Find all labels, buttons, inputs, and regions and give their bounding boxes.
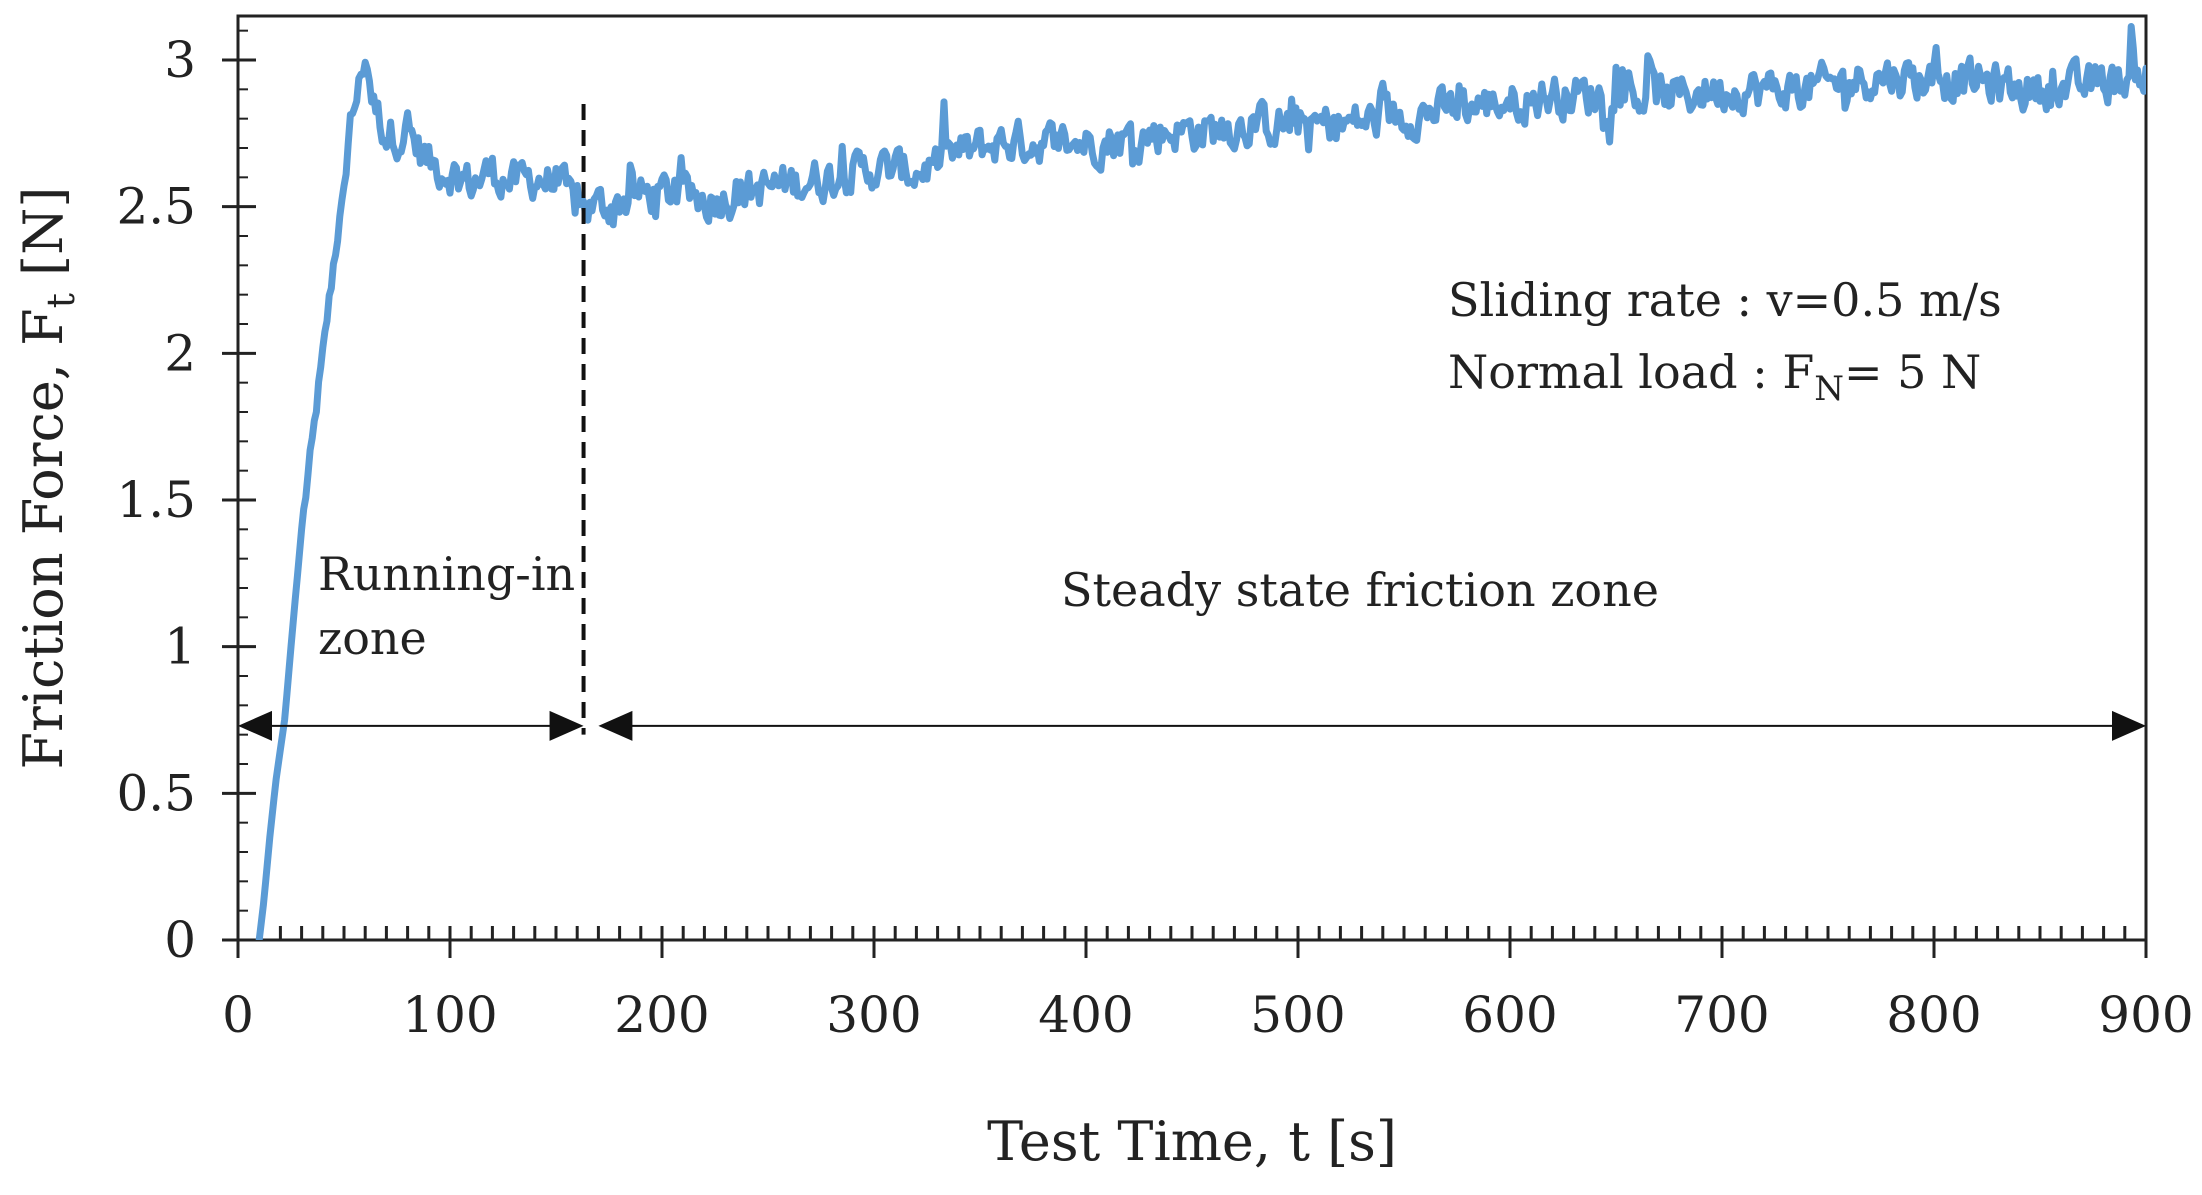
x-tick-label: 0: [222, 986, 254, 1044]
running-in-arrow-right-head: [549, 710, 584, 741]
y-tick-labels: 0 0.5 1 1.5 2 2.5 3: [116, 31, 196, 969]
normal-load-prefix: Normal load : F: [1448, 345, 1814, 399]
y-tick-label: 2: [164, 324, 196, 382]
y-tick-label: 1: [164, 618, 196, 676]
steady-zone-arrow: [598, 710, 2146, 741]
x-tick-label: 700: [1674, 986, 1769, 1044]
x-tick-label: 800: [1886, 986, 1981, 1044]
y-tick-label: 2.5: [116, 178, 196, 236]
y-tick-label: 0.5: [116, 764, 196, 822]
running-in-zone-arrow: [238, 710, 584, 741]
x-tick-label: 500: [1250, 986, 1345, 1044]
y-axis-title-subscript: t: [39, 293, 83, 308]
y-tick-label: 3: [164, 31, 196, 89]
y-axis-title-main: Friction Force, F: [12, 308, 75, 769]
friction-force-line: [255, 23, 2146, 940]
x-tick-label: 600: [1462, 986, 1557, 1044]
plot-frame: [236, 14, 2148, 942]
steady-state-zone-label: Steady state friction zone: [1061, 563, 1659, 617]
x-tick-label: 100: [402, 986, 497, 1044]
y-tick-label: 1.5: [116, 471, 196, 529]
running-in-arrow-left-head: [238, 710, 272, 741]
y-axis-title-unit: [N]: [12, 187, 75, 294]
x-tick-label: 400: [1038, 986, 1133, 1044]
y-axis-title: Friction Force, Ft [N]: [12, 187, 83, 770]
x-tick-label: 200: [614, 986, 709, 1044]
x-tick-labels: 0 100 200 300 400 500 600 700 800 900: [222, 986, 2194, 1044]
x-tick-label: 300: [826, 986, 921, 1044]
running-in-zone-label-line1: Running-in: [318, 547, 575, 601]
normal-load-annotation: Normal load : FN= 5 N: [1448, 345, 1981, 409]
y-tick-label: 0: [164, 911, 196, 969]
major-ticks: [222, 58, 2148, 958]
steady-arrow-left-head: [598, 710, 633, 741]
normal-load-subscript: N: [1814, 369, 1844, 409]
minor-ticks: [236, 29, 2148, 941]
x-tick-label: 900: [2098, 986, 2193, 1044]
running-in-zone-label-line2: zone: [318, 611, 427, 665]
sliding-rate-annotation: Sliding rate : v=0.5 m/s: [1448, 273, 2002, 327]
normal-load-suffix: = 5 N: [1844, 345, 1981, 399]
steady-arrow-right-head: [2112, 710, 2146, 741]
x-axis-title: Test Time, t [s]: [987, 1110, 1397, 1173]
